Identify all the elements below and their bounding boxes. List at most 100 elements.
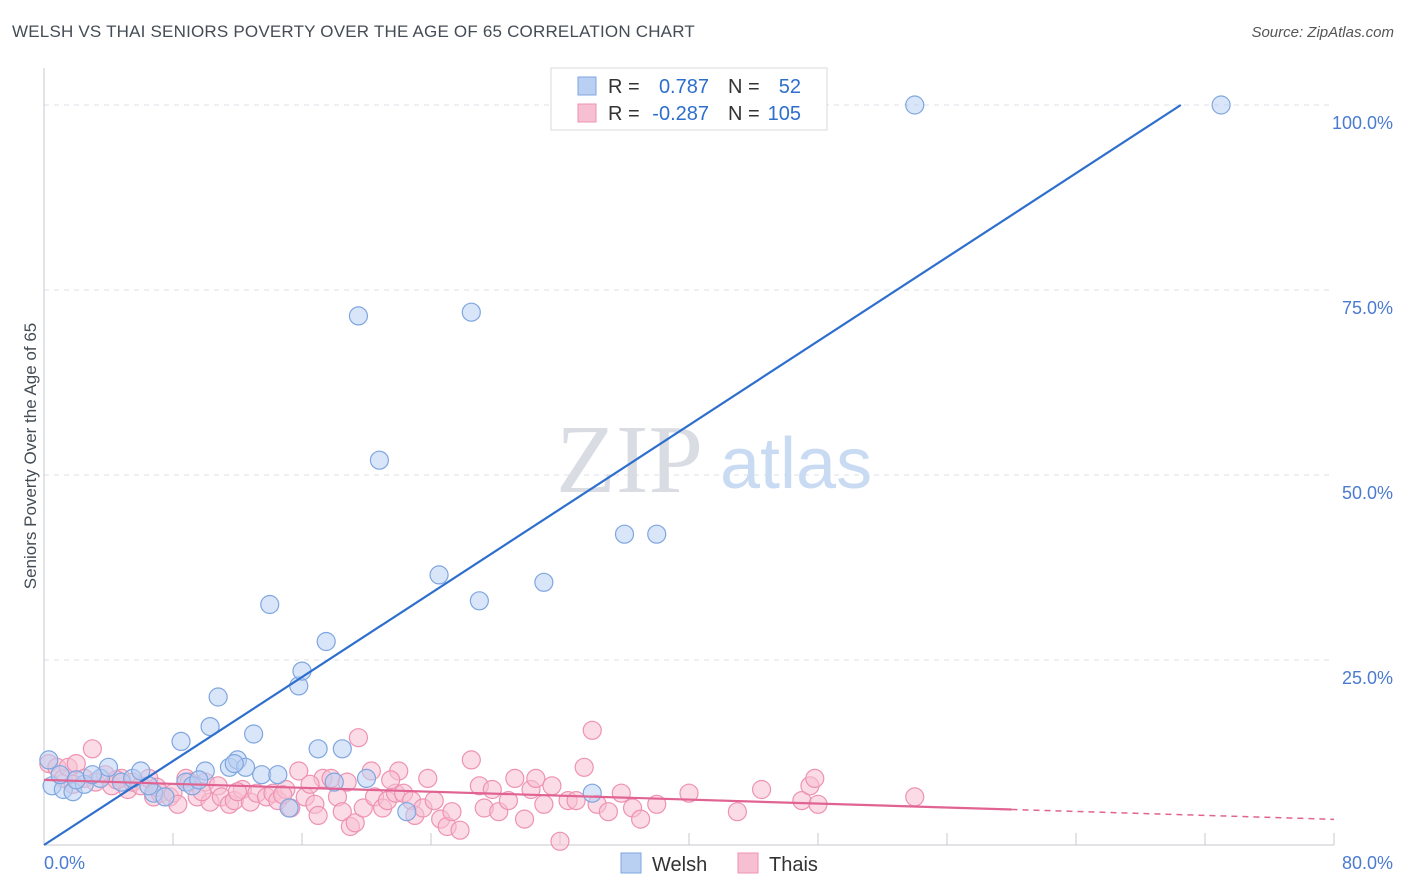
welsh-legend-swatch (577, 76, 597, 96)
welsh-point-51 (224, 753, 244, 774)
welsh-point-42 (614, 524, 635, 544)
thais-point-80 (574, 757, 594, 777)
thais-point-95 (905, 787, 925, 807)
welsh-point-11 (155, 787, 175, 807)
thais-point-89 (727, 802, 747, 822)
watermark-atlas: atlas (720, 424, 872, 504)
y-tick-labels: 25.0% 50.0% 75.0% 100.0% (1332, 113, 1393, 688)
thais-point-60 (424, 790, 444, 811)
welsh-n-value: 52 (779, 76, 801, 98)
x-tick-label-max: 80.0% (1342, 853, 1393, 873)
thais-point-83 (598, 802, 618, 822)
welsh-point-41 (582, 783, 602, 803)
welsh-point-6 (98, 757, 119, 777)
welsh-point-34 (369, 450, 389, 470)
welsh-point-21 (244, 724, 264, 744)
welsh-point-48 (82, 765, 102, 785)
thais-point-70 (498, 790, 518, 811)
thais-point-72 (514, 809, 535, 829)
thais-r-label: R = (608, 103, 640, 125)
thais-point-68 (482, 779, 502, 800)
watermark: ZIP atlas (556, 406, 872, 514)
welsh-point-30 (324, 772, 344, 792)
welsh-point-12 (171, 731, 191, 752)
welsh-point-36 (429, 565, 449, 585)
thais-n-value: 105 (768, 103, 801, 125)
thais-point-84 (611, 783, 631, 803)
welsh-point-37 (461, 302, 481, 322)
welsh-point-49 (139, 776, 159, 796)
y-tick-label-1: 50.0% (1342, 483, 1393, 503)
thais-point-86 (631, 809, 651, 829)
thais-point-44 (332, 802, 352, 822)
welsh-point-31 (332, 739, 352, 759)
welsh-point-29 (316, 631, 336, 652)
x-tick-label-min: 0.0% (44, 853, 85, 873)
welsh-point-32 (348, 306, 369, 326)
trend-lines (43, 104, 1335, 846)
welsh-point-24 (268, 765, 288, 785)
y-tick-label-0: 25.0% (1342, 668, 1393, 688)
thais-point-59 (418, 768, 438, 789)
thais-point-81 (582, 720, 602, 740)
thais-bottom-swatch (737, 852, 759, 874)
thais-point-40 (308, 805, 328, 826)
welsh-point-25 (279, 798, 299, 818)
y-axis-title: Seniors Poverty Over the Age of 65 (21, 323, 40, 589)
thais-legend-swatch (577, 103, 597, 123)
grid-lines (44, 104, 1335, 845)
thais-point-90 (751, 779, 772, 800)
thais-point-47 (348, 728, 369, 748)
welsh-point-17 (208, 687, 228, 707)
thais-point-6 (82, 739, 102, 759)
thais-point-102 (300, 774, 320, 794)
thais-point-65 (461, 750, 481, 770)
stats-legend-box (550, 67, 828, 131)
bottom-legend: Welsh Thais (620, 852, 818, 876)
thais-point-75 (534, 794, 554, 814)
welsh-r-value: 0.787 (659, 76, 709, 98)
welsh-trend-line (43, 104, 1182, 846)
chart-source: Source: ZipAtlas.com (1251, 24, 1394, 41)
welsh-point-0 (39, 750, 59, 770)
thais-point-88 (679, 783, 699, 803)
thais-point-37 (289, 761, 309, 781)
thais-bottom-label: Thais (769, 854, 818, 876)
thais-point-76 (542, 776, 562, 796)
thais-point-71 (505, 768, 525, 789)
chart-title: WELSH VS THAI SENIORS POVERTY OVER THE A… (12, 22, 695, 41)
welsh-n-label: N = (728, 76, 760, 98)
stats-legend: R = 0.787 N = 52 R = -0.287 N = 105 (550, 67, 828, 131)
welsh-point-50 (189, 770, 209, 790)
thais-point-74 (526, 768, 546, 789)
welsh-point-22 (252, 765, 272, 785)
thais-point-63 (442, 802, 462, 822)
axes (43, 68, 1334, 846)
y-tick-label-3: 100.0% (1332, 113, 1393, 133)
welsh-point-45 (1211, 95, 1231, 115)
thais-point-64 (450, 820, 470, 840)
thais-point-100 (227, 782, 248, 802)
welsh-point-23 (260, 594, 280, 615)
welsh-r-label: R = (608, 76, 640, 98)
y-tick-label-2: 75.0% (1342, 298, 1393, 318)
welsh-point-35 (397, 802, 417, 822)
thais-point-79 (566, 790, 586, 811)
thais-point-93 (805, 768, 825, 789)
thais-trend-extension (1011, 808, 1335, 821)
welsh-point-28 (308, 739, 328, 759)
welsh-point-44 (905, 95, 925, 115)
thais-point-104 (381, 770, 401, 790)
thais-trend-line (43, 778, 1012, 811)
welsh-series (39, 95, 1231, 822)
thais-n-label: N = (728, 103, 760, 125)
welsh-point-43 (647, 524, 667, 544)
thais-point-46 (345, 813, 365, 833)
welsh-point-39 (534, 572, 554, 592)
welsh-bottom-swatch (620, 852, 642, 874)
thais-point-77 (550, 831, 570, 851)
thais-r-value: -0.287 (652, 103, 709, 125)
welsh-point-33 (356, 768, 377, 789)
welsh-point-38 (469, 591, 489, 611)
